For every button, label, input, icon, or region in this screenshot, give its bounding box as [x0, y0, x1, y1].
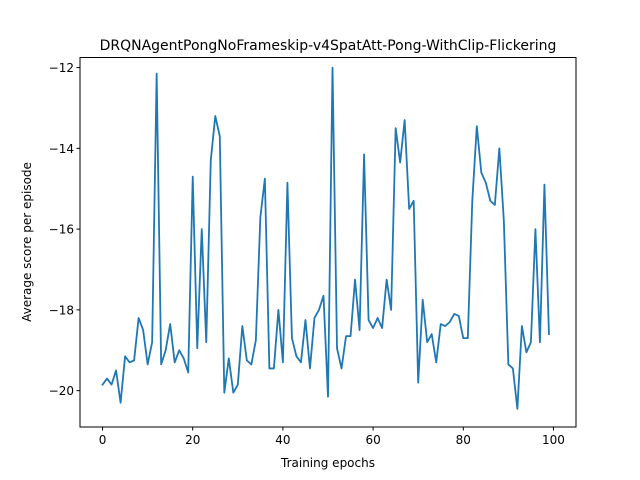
x-tick-label: 20: [185, 433, 200, 447]
axes-frame: [79, 57, 577, 428]
x-tick-label: 60: [365, 433, 380, 447]
chart-title: DRQNAgentPongNoFrameskip-v4SpatAtt-Pong-…: [100, 38, 557, 54]
y-axis-label: Average score per episode: [20, 162, 34, 322]
y-tick-label: −14: [49, 142, 74, 156]
plot-area: [101, 66, 550, 410]
y-tick-label: −16: [49, 223, 74, 237]
x-axis-label: Training epochs: [280, 456, 375, 470]
series-line-0: [101, 66, 550, 410]
y-axis: −20 −18 −16 −14 −12: [49, 61, 80, 398]
y-tick-label: −18: [49, 303, 74, 317]
x-axis: 0 20 40 60 80 100: [99, 427, 565, 447]
x-tick-label: 0: [99, 433, 107, 447]
y-tick-label: −12: [49, 61, 74, 75]
x-tick-label: 80: [456, 433, 471, 447]
x-tick-label: 40: [275, 433, 290, 447]
x-tick-label: 100: [542, 433, 565, 447]
y-tick-label: −20: [49, 384, 74, 398]
